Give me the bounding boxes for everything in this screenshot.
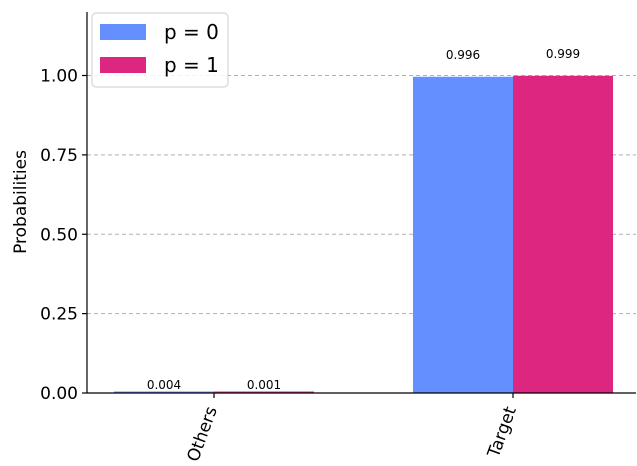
bar-target-series-2 (513, 75, 613, 393)
y-tick-label: 1.00 (40, 67, 78, 87)
x-tick-layer: Others Target (184, 393, 521, 464)
y-tick-layer: 0.00 0.25 0.50 0.75 1.00 (40, 67, 87, 404)
y-axis-label: Probabilities (11, 150, 31, 254)
bar-others-series-1 (114, 391, 214, 393)
legend: p = 0 p = 1 (91, 12, 229, 88)
legend-entry-label: p = 0 (164, 20, 219, 44)
data-label: 0.996 (446, 48, 480, 62)
legend-entry-label: p = 1 (164, 53, 219, 77)
bar-layer (114, 75, 613, 394)
legend-swatch (100, 57, 146, 73)
data-label-layer: 0.004 0.001 0.996 0.999 (147, 47, 580, 392)
legend-swatch (100, 24, 146, 40)
data-label: 0.999 (546, 47, 580, 61)
y-tick-label: 0.00 (40, 384, 78, 404)
data-label: 0.001 (247, 378, 281, 392)
y-tick-label: 0.25 (40, 305, 78, 325)
bar-target-series-1 (413, 76, 513, 394)
y-tick-label: 0.50 (40, 225, 78, 245)
bar-others-series-2 (214, 391, 314, 393)
x-tick-label: Others (184, 404, 222, 465)
y-tick-label: 0.75 (40, 146, 78, 166)
data-label: 0.004 (147, 378, 181, 392)
x-tick-label: Target (484, 404, 521, 462)
